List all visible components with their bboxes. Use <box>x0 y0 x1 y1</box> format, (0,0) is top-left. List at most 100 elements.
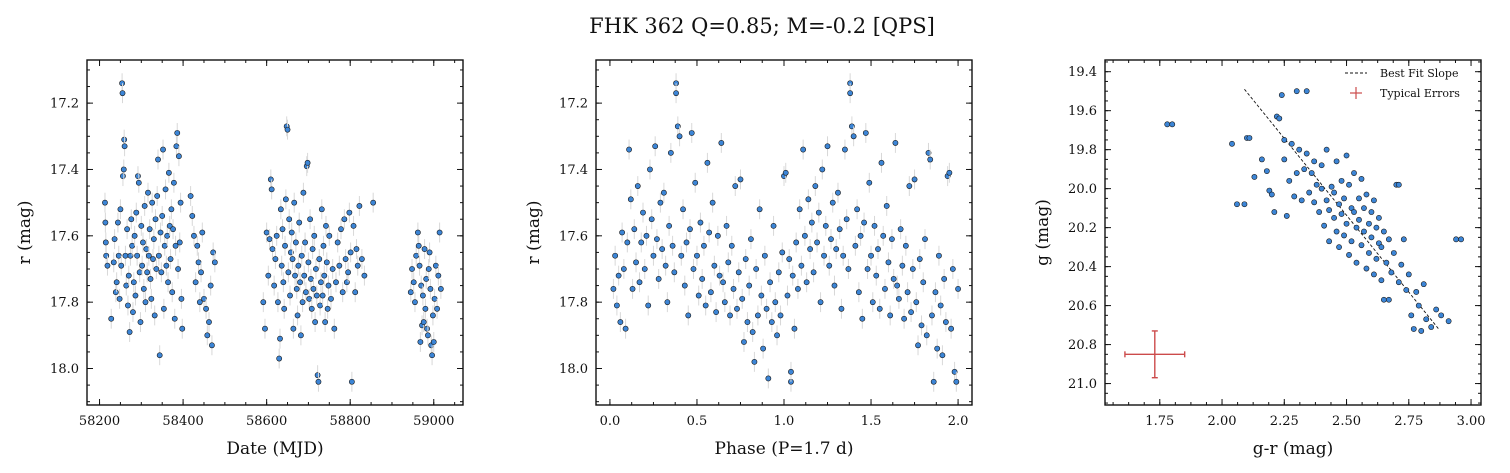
data-point <box>683 239 690 246</box>
data-point <box>929 312 935 319</box>
data-point <box>133 209 140 216</box>
data-point <box>195 259 202 266</box>
data-point <box>1366 220 1372 227</box>
data-point <box>789 272 796 279</box>
x-tick-label: 2.50 <box>1332 414 1361 429</box>
data-point <box>655 276 662 282</box>
data-point <box>685 312 692 319</box>
data-point <box>121 143 128 150</box>
y-tick-label: 17.6 <box>50 229 79 244</box>
data-point <box>263 229 270 236</box>
data-point <box>115 219 121 226</box>
data-point <box>895 295 902 302</box>
data-point <box>1333 158 1340 165</box>
data-point <box>298 252 305 259</box>
data-point <box>1338 211 1345 217</box>
data-point <box>1410 326 1417 332</box>
x-tick-label: 58400 <box>162 414 203 429</box>
data-point <box>122 252 129 259</box>
data-point <box>271 282 278 289</box>
data-point <box>420 319 427 325</box>
data-point <box>1296 146 1303 153</box>
data-point <box>353 246 360 252</box>
data-point <box>415 242 422 249</box>
color-magnitude-ticks: 1.75 2.00 2.25 2.50 2.75 3.00 19.4 19.6 19.8 20.0… <box>1068 60 1486 429</box>
data-point <box>772 299 779 306</box>
figure-title: FHK 362 Q=0.85; M=-0.2 [QPS] <box>589 14 935 38</box>
data-point <box>345 269 352 276</box>
data-point <box>171 315 178 322</box>
data-point <box>730 285 737 292</box>
data-point <box>143 246 150 252</box>
data-point <box>1333 228 1340 235</box>
data-point <box>334 239 341 246</box>
data-point <box>1343 152 1350 159</box>
data-point <box>920 279 927 286</box>
data-point <box>137 319 144 325</box>
color-magnitude-panel: 1.75 2.00 2.25 2.50 2.75 3.00 19.4 19.6 19.8 20.0… <box>1033 59 1486 459</box>
data-point <box>173 143 180 150</box>
data-point <box>936 252 942 259</box>
data-point <box>1288 140 1295 147</box>
data-point <box>437 285 444 292</box>
data-point <box>953 378 960 385</box>
data-point <box>779 249 786 256</box>
phased-y-axis-label: r (mag) <box>524 201 544 265</box>
data-point <box>102 239 109 246</box>
data-point <box>836 226 843 233</box>
x-tick-label: 2.0 <box>948 414 969 429</box>
data-point <box>741 339 747 345</box>
data-point <box>699 276 706 282</box>
data-point <box>775 269 782 276</box>
data-point <box>885 259 892 266</box>
data-point <box>857 232 864 239</box>
data-point <box>1380 228 1387 235</box>
data-point <box>887 312 894 319</box>
data-point <box>1408 312 1415 319</box>
data-point <box>308 276 314 282</box>
data-point <box>911 176 918 183</box>
color-magnitude-x-axis-label: g-r (mag) <box>1253 439 1334 459</box>
data-point <box>187 193 194 199</box>
data-point <box>276 355 283 362</box>
data-point <box>1358 175 1365 182</box>
data-point <box>279 226 286 233</box>
data-point <box>1380 296 1387 303</box>
data-point <box>307 216 313 223</box>
data-point <box>727 312 733 319</box>
data-point <box>1398 261 1405 268</box>
data-point <box>358 256 365 262</box>
data-point <box>949 266 956 272</box>
data-point <box>862 130 869 136</box>
data-point <box>882 285 888 292</box>
y-tick-label: 17.2 <box>50 97 79 112</box>
data-point <box>742 256 749 262</box>
data-point <box>1371 271 1377 278</box>
data-point <box>697 219 704 226</box>
data-point <box>1390 250 1397 256</box>
data-point <box>941 276 948 282</box>
data-point <box>111 236 118 243</box>
data-point <box>871 222 878 229</box>
data-point <box>770 222 777 229</box>
data-point <box>1383 259 1390 266</box>
data-point <box>164 232 171 239</box>
data-point <box>1229 140 1235 147</box>
data-point <box>136 269 143 276</box>
data-point <box>810 269 817 276</box>
data-point <box>295 262 302 269</box>
data-point <box>287 292 293 299</box>
data-point <box>317 302 324 309</box>
phased-x-axis-label: Phase (P=1.7 d) <box>715 439 854 459</box>
data-point <box>859 315 866 322</box>
data-point <box>694 252 700 259</box>
data-point <box>868 252 874 259</box>
data-point <box>1351 170 1357 176</box>
data-point <box>640 209 646 216</box>
data-point <box>116 295 123 302</box>
data-point <box>119 90 126 97</box>
data-point <box>707 289 714 296</box>
data-point <box>720 279 726 286</box>
data-point <box>800 146 807 153</box>
data-point <box>346 209 353 216</box>
